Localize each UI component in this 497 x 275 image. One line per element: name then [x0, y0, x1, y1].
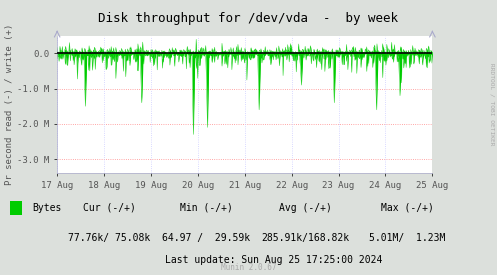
Text: Max (-/+): Max (-/+)	[381, 203, 434, 213]
Y-axis label: Pr second read (-) / write (+): Pr second read (-) / write (+)	[5, 24, 14, 185]
Text: RRDTOOL / TOBI OETIKER: RRDTOOL / TOBI OETIKER	[490, 63, 495, 146]
Text: 77.76k/ 75.08k: 77.76k/ 75.08k	[68, 233, 151, 243]
Text: Bytes: Bytes	[32, 203, 62, 213]
Text: Cur (-/+): Cur (-/+)	[83, 203, 136, 213]
Text: Last update: Sun Aug 25 17:25:00 2024: Last update: Sun Aug 25 17:25:00 2024	[165, 255, 382, 265]
Text: 64.97 /  29.59k: 64.97 / 29.59k	[162, 233, 250, 243]
Text: Avg (-/+): Avg (-/+)	[279, 203, 332, 213]
Text: Disk throughput for /dev/vda  -  by week: Disk throughput for /dev/vda - by week	[98, 12, 399, 25]
Text: Munin 2.0.67: Munin 2.0.67	[221, 263, 276, 272]
Text: 5.01M/  1.23M: 5.01M/ 1.23M	[369, 233, 446, 243]
Text: 285.91k/168.82k: 285.91k/168.82k	[261, 233, 350, 243]
Text: Min (-/+): Min (-/+)	[180, 203, 233, 213]
